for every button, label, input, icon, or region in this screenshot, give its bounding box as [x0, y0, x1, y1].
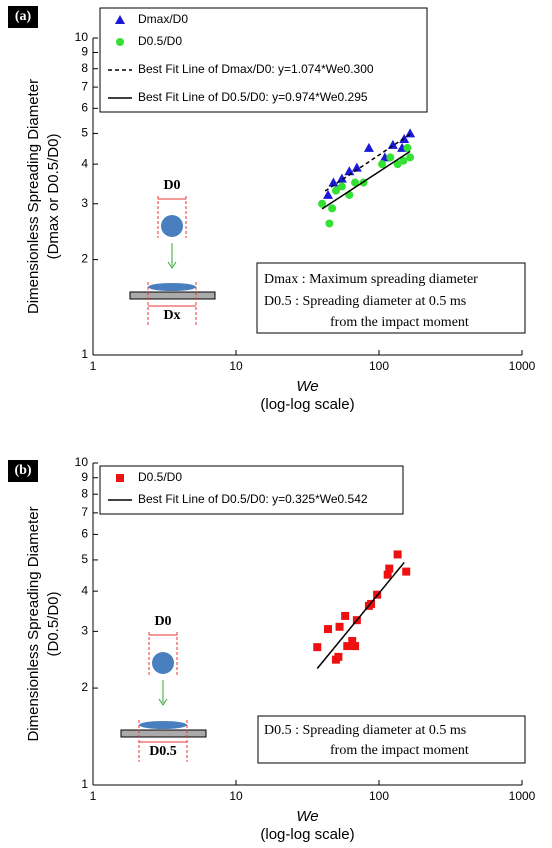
point: [335, 622, 344, 631]
point: [403, 143, 412, 152]
panel-label: (a): [15, 9, 32, 24]
point: [363, 142, 374, 152]
point: [393, 550, 402, 559]
panel-label-bg: [8, 6, 38, 28]
point: [343, 642, 352, 651]
panel-label: (b): [14, 463, 31, 478]
panel-label-bg: [8, 460, 38, 482]
y-tick-label: 9: [81, 45, 88, 59]
point: [378, 160, 387, 169]
point: [351, 642, 360, 651]
y-tick-label: 3: [81, 196, 88, 210]
point: [399, 156, 408, 165]
x-tick-label: 1000: [509, 789, 536, 803]
annotation: D0: [163, 178, 180, 193]
y-tick-label: 4: [81, 156, 88, 170]
point: [337, 182, 346, 191]
point: [116, 38, 124, 46]
y-tick-label: 10: [75, 455, 89, 469]
point: [328, 177, 339, 187]
inset-a: D0 Dx Dmax : Maximum spreading diameter …: [129, 178, 526, 334]
y-axis-label: (D0.5/D0): [45, 591, 62, 656]
annotation: from the impact moment: [330, 743, 469, 758]
annotation: D0.5 : Spreading diameter at 0.5 ms: [264, 723, 466, 738]
x-tick-label: 1: [90, 359, 97, 373]
x-tick-label: 10: [229, 789, 243, 803]
point: [313, 643, 322, 652]
x-tick-label: 1: [90, 789, 97, 803]
annotation: from the impact moment: [330, 315, 469, 330]
x-axis-label: (log-log scale): [260, 396, 354, 413]
y-tick-label: 1: [81, 347, 88, 361]
point: [318, 199, 327, 208]
legend-box: [99, 7, 428, 113]
annotation: Dx: [163, 308, 180, 323]
legend-label: D0.5/D0: [138, 34, 182, 48]
point: [323, 189, 334, 199]
legend-label: Best Fit Line of D0.5/D0: y=0.974*We0.29…: [138, 90, 368, 104]
y-tick-label: 2: [81, 680, 88, 694]
x-axis-label: (log-log scale): [260, 826, 354, 843]
point: [383, 570, 392, 579]
x-tick-label: 10: [229, 359, 243, 373]
legend-label: Best Fit Line of Dmax/D0: y=1.074*We0.30…: [138, 62, 374, 76]
y-tick-label: 3: [81, 624, 88, 638]
y-tick-label: 9: [81, 470, 88, 484]
point: [385, 564, 394, 573]
point: [402, 567, 411, 576]
inset-b: D0 D0.5 D0.5 : Spreading diameter at 0.5…: [120, 614, 526, 764]
y-tick-label: 5: [81, 552, 88, 566]
x-axis-label: We: [296, 378, 318, 395]
point: [341, 611, 350, 620]
legend-label: Best Fit Line of D0.5/D0: y=0.325*We0.54…: [138, 492, 368, 506]
y-tick-label: 5: [81, 126, 88, 140]
point: [116, 474, 124, 482]
y-tick-label: 2: [81, 252, 88, 266]
annotation: D0: [154, 614, 171, 629]
y-axis-label: Dimensionless Spreading Diameter: [25, 79, 42, 314]
y-tick-label: 7: [81, 505, 88, 519]
point: [334, 652, 343, 661]
annotation: Dmax : Maximum spreading diameter: [264, 272, 478, 287]
point: [406, 153, 415, 162]
y-tick-label: 4: [81, 583, 88, 597]
x-tick-label: 100: [369, 789, 389, 803]
point: [344, 166, 355, 176]
legend-label: D0.5/D0: [138, 470, 182, 484]
point: [331, 186, 340, 195]
y-tick-label: 7: [81, 79, 88, 93]
annotation: D0.5 : Spreading diameter at 0.5 ms: [264, 294, 466, 309]
fit-line: [324, 133, 411, 192]
fit-line: [321, 150, 411, 210]
point: [115, 15, 125, 24]
y-tick-label: 6: [81, 527, 88, 541]
point: [328, 204, 337, 213]
annotation: D0.5: [149, 744, 177, 759]
y-tick-label: 8: [81, 61, 88, 75]
point: [324, 625, 333, 634]
x-axis-label: We: [296, 808, 318, 825]
x-tick-label: 1000: [509, 359, 536, 373]
y-tick-label: 6: [81, 100, 88, 114]
point: [351, 178, 360, 187]
legend-box: [99, 465, 404, 515]
x-tick-label: 100: [369, 359, 389, 373]
y-axis-label: Dimensionless Spreading Diameter: [25, 506, 42, 741]
point: [325, 219, 334, 228]
y-tick-label: 1: [81, 777, 88, 791]
fit-line: [316, 561, 405, 669]
point: [351, 162, 362, 172]
point: [336, 173, 347, 183]
y-axis-label: (Dmax or D0.5/D0): [45, 134, 62, 260]
y-tick-label: 8: [81, 486, 88, 500]
point: [386, 153, 395, 162]
legend-label: Dmax/D0: [138, 12, 188, 26]
point: [348, 637, 357, 646]
y-tick-label: 10: [75, 30, 89, 44]
